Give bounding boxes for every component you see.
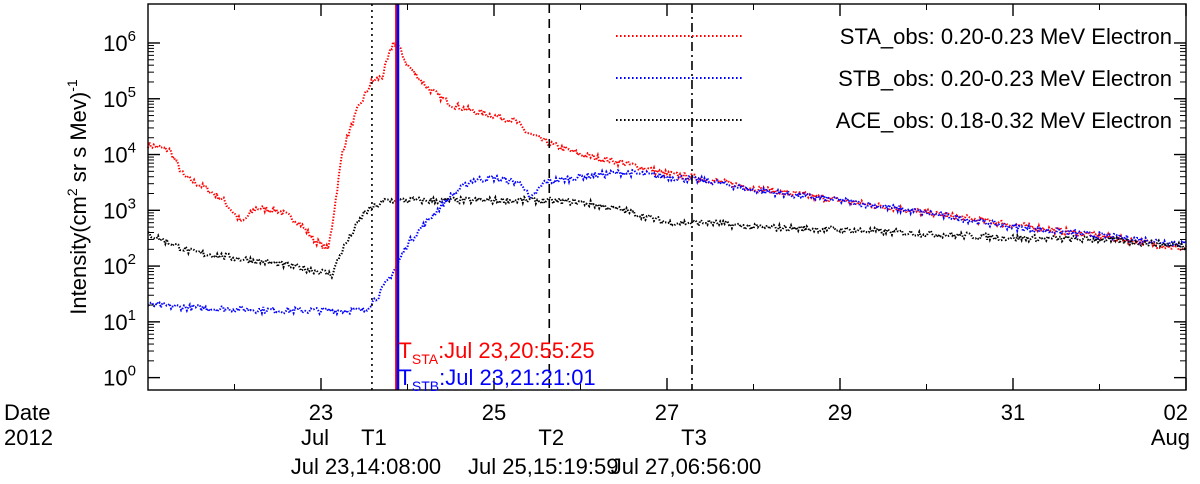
y-tick-label: 103 xyxy=(103,195,136,223)
y-tick-label: 101 xyxy=(103,307,136,335)
x-tick-label: 25 xyxy=(482,400,506,425)
series-line-1 xyxy=(147,39,1187,253)
marker-time-label: Jul 23,14:08:00 xyxy=(291,454,441,479)
y-tick-label: 105 xyxy=(103,84,136,112)
marker-label: T2 xyxy=(538,425,564,450)
series-line-2 xyxy=(147,168,1187,317)
marker-time-label: Jul 27,06:56:00 xyxy=(611,454,761,479)
x-tick-label: 29 xyxy=(828,400,852,425)
y-tick-label: 104 xyxy=(103,140,136,168)
legend-label: STB_obs: 0.20-0.23 MeV Electron xyxy=(838,66,1172,91)
x-month-label: Aug xyxy=(1151,425,1190,450)
series-lines-group xyxy=(147,39,1187,317)
y-axis: 100 101 102 103 104 105 106 xyxy=(103,28,1186,391)
y-axis-label: Intensity(cm2 sr s Mev)-1 xyxy=(64,79,91,315)
legend: STA_obs: 0.20-0.23 MeV Electron STB_obs: … xyxy=(616,24,1172,133)
x-axis-title-date: Date xyxy=(4,400,50,425)
marker-label: T1 xyxy=(361,425,387,450)
vertical-markers-group xyxy=(371,4,693,390)
x-tick-label: 31 xyxy=(1001,400,1025,425)
x-axis-title-year: 2012 xyxy=(4,425,53,450)
y-tick-label: 102 xyxy=(103,251,136,279)
y-tick-label: 100 xyxy=(103,363,136,391)
x-axis: 23 25 27 29 31 02 Jul Aug T1 Jul 23,14:08:00 T2 Jul… xyxy=(147,4,1190,479)
x-tick-label: 23 xyxy=(309,400,333,425)
onset-annotation-1: TSTA:Jul 23,20:55:25 xyxy=(398,338,594,367)
x-tick-label: 27 xyxy=(655,400,679,425)
series-line-3 xyxy=(147,194,1187,280)
plot-frame xyxy=(147,3,1187,391)
y-tick-label: 106 xyxy=(103,28,136,56)
legend-label: STA_obs: 0.20-0.23 MeV Electron xyxy=(840,24,1172,49)
x-month-label: Jul xyxy=(301,425,329,450)
marker-time-label: Jul 25,15:19:59 xyxy=(468,454,618,479)
marker-label: T3 xyxy=(681,425,707,450)
x-tick-label: 02 xyxy=(1164,400,1188,425)
onset-annotation-2: TSTB:Jul 23,21:21:01 xyxy=(398,365,595,394)
legend-label: ACE_obs: 0.18-0.32 MeV Electron xyxy=(836,108,1172,133)
